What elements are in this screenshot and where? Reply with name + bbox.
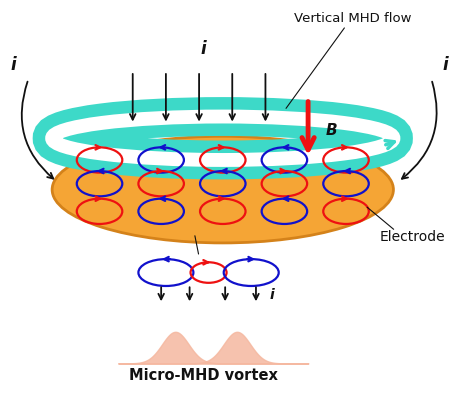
Text: $\bfit{i}$: $\bfit{i}$	[269, 287, 276, 302]
Text: Micro-MHD vortex: Micro-MHD vortex	[129, 368, 278, 383]
Text: Electrode: Electrode	[379, 230, 445, 244]
Text: Vertical MHD flow: Vertical MHD flow	[294, 12, 411, 25]
Text: $\bfit{i}$: $\bfit{i}$	[10, 56, 18, 74]
Text: $\bfit{B}$: $\bfit{B}$	[325, 122, 337, 138]
Ellipse shape	[52, 136, 393, 243]
Text: $\bfit{i}$: $\bfit{i}$	[200, 40, 208, 58]
Text: $\bfit{i}$: $\bfit{i}$	[442, 56, 449, 74]
